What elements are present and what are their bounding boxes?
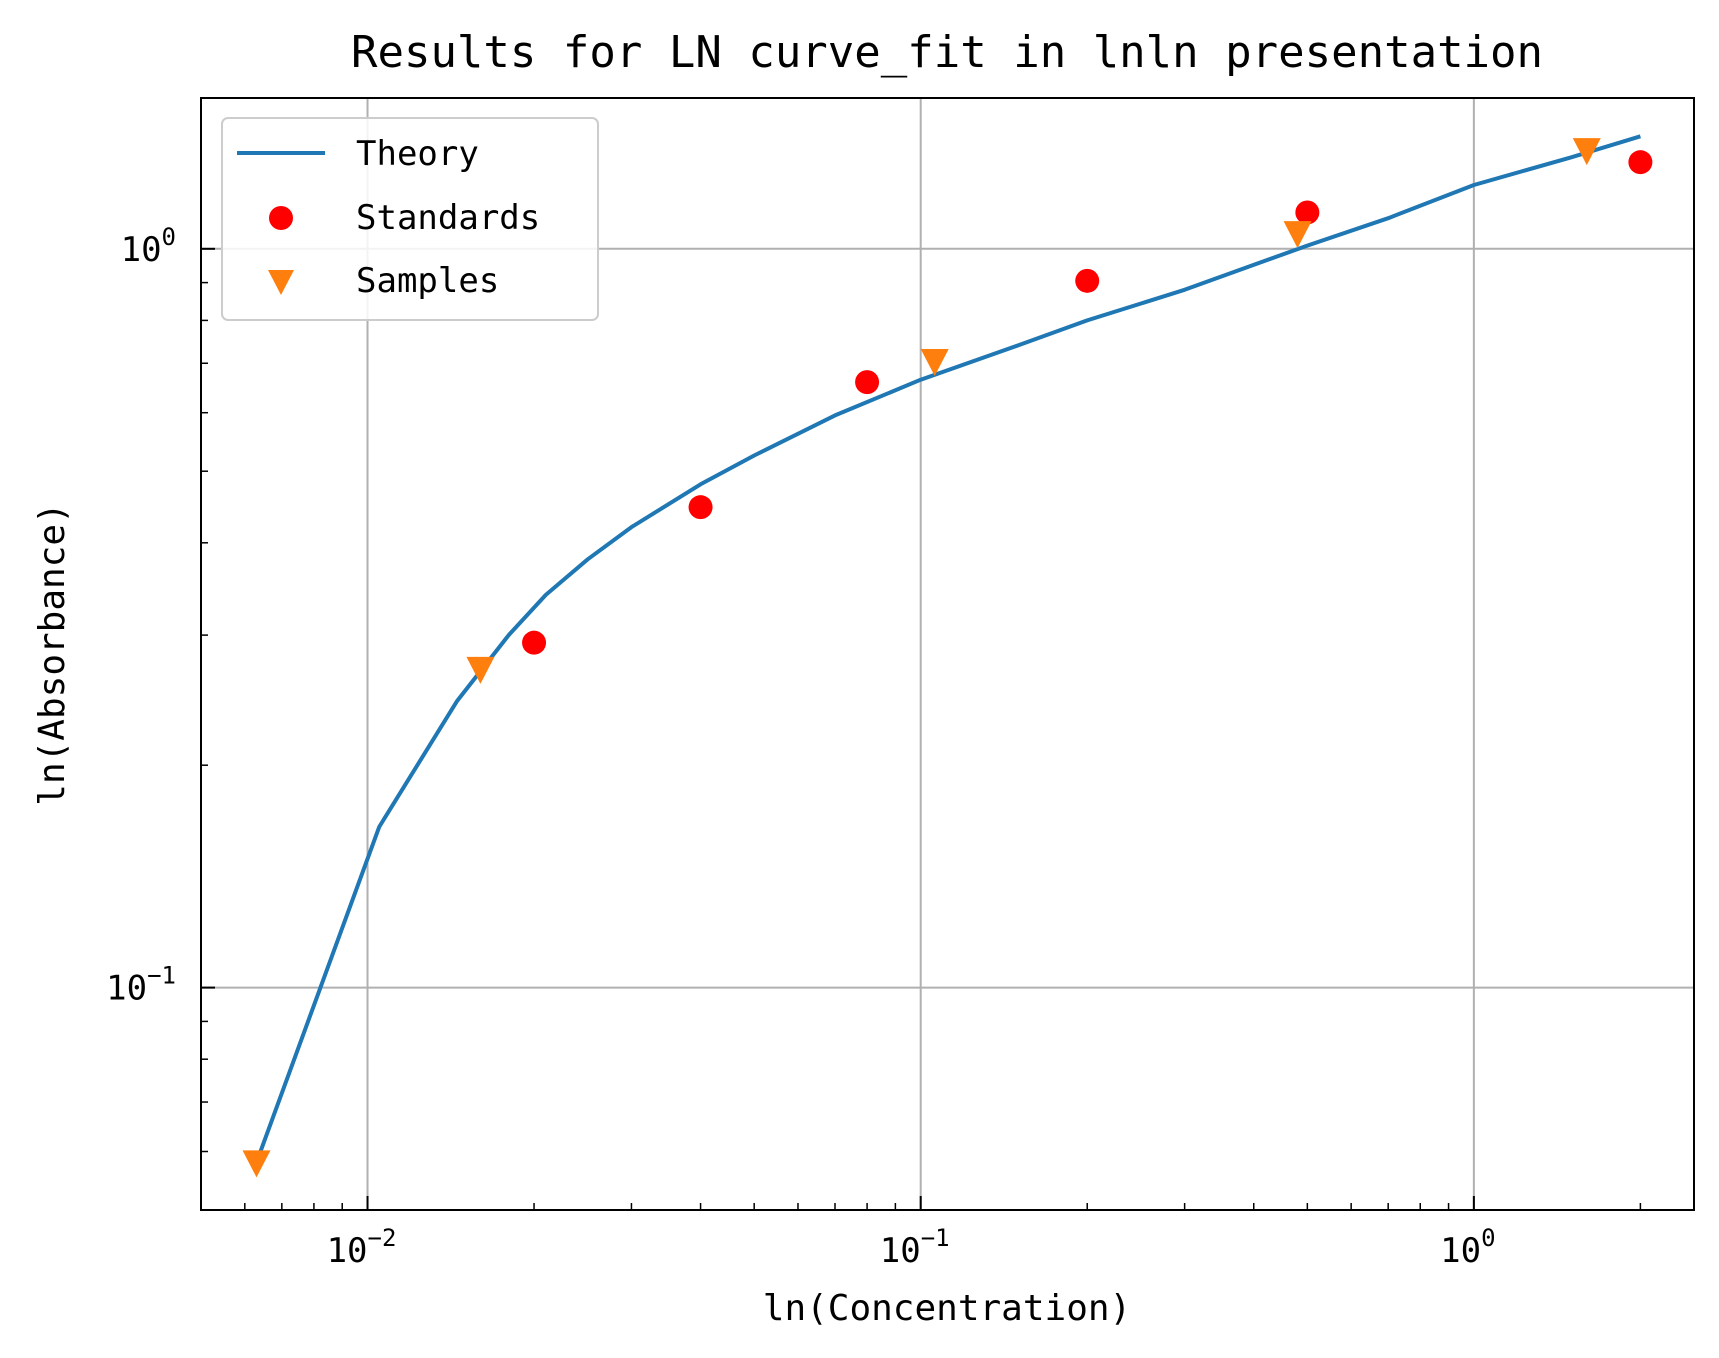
theory-line <box>254 134 1641 1164</box>
legend: Theory Standards Samples <box>221 117 599 321</box>
y-tick-label: 10−1 <box>106 962 176 1009</box>
plot-frame <box>200 97 1695 1211</box>
standards-point <box>1295 200 1320 225</box>
standards-point <box>1628 150 1653 175</box>
samples-point <box>920 348 949 376</box>
standards-point <box>1075 268 1100 293</box>
y-axis-label: ln(Absorbance) <box>32 502 73 805</box>
legend-box <box>221 117 599 321</box>
samples-point <box>1283 221 1312 249</box>
y-tick-label: 100 <box>121 223 176 270</box>
x-axis-label: ln(Concentration) <box>763 1288 1131 1329</box>
standards-point <box>688 495 713 520</box>
chart-title: Results for LN curve_fit in lnln present… <box>351 27 1543 78</box>
samples-point <box>466 656 495 684</box>
standards-point <box>522 630 547 655</box>
plot-layer <box>242 134 1653 1178</box>
standards-point <box>855 370 880 395</box>
legend-samples-label: Samples <box>356 261 499 301</box>
legend-samples-marker <box>268 270 294 295</box>
legend-standards-marker <box>269 206 293 230</box>
legend-standards-label: Standards <box>356 198 540 238</box>
samples-point <box>242 1150 271 1178</box>
major-ticks <box>201 247 1475 1210</box>
legend-theory-label: Theory <box>356 134 479 174</box>
samples-point <box>1572 138 1601 166</box>
